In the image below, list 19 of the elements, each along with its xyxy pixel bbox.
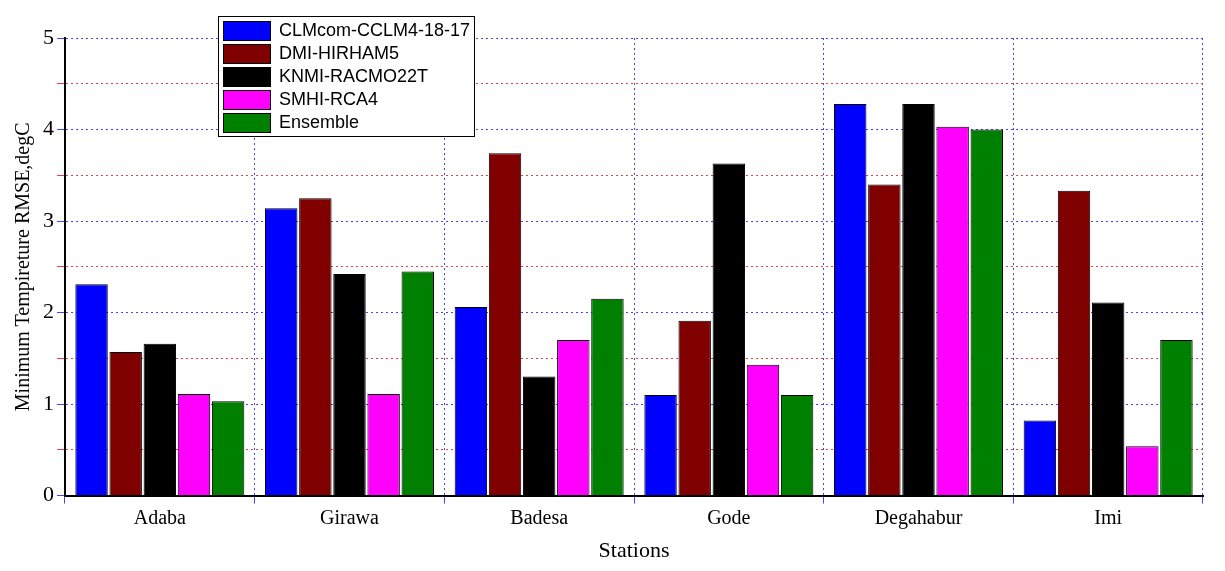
x-tick-label: Degahabur: [874, 505, 963, 529]
legend-label: SMHI-RCA4: [279, 89, 379, 110]
legend-label: KNMI-RACMO22T: [279, 66, 429, 87]
legend-label: Ensemble: [279, 112, 360, 133]
x-tick-label: Adaba: [133, 505, 187, 528]
x-tick-label: Girawa: [320, 505, 380, 528]
legend-label: CLMcom-CCLM4-18-17: [279, 20, 471, 41]
x-tick-label: Badesa: [510, 505, 569, 528]
y-tick-label: 1: [43, 389, 54, 415]
legend-label: DMI-HIRHAM5: [279, 43, 399, 64]
y-tick-label: 3: [43, 206, 54, 232]
y-tick-label: 4: [43, 115, 54, 141]
x-axis-title: Stations: [598, 536, 670, 562]
x-tick-label: Imi: [1094, 505, 1123, 528]
y-tick-label: 2: [43, 298, 54, 324]
y-tick-label: 5: [43, 23, 54, 49]
y-tick-label: 0: [43, 481, 54, 507]
y-axis-title: Minimum Tempireture RMSE,degC: [11, 122, 35, 412]
x-tick-label: Gode: [707, 505, 751, 528]
